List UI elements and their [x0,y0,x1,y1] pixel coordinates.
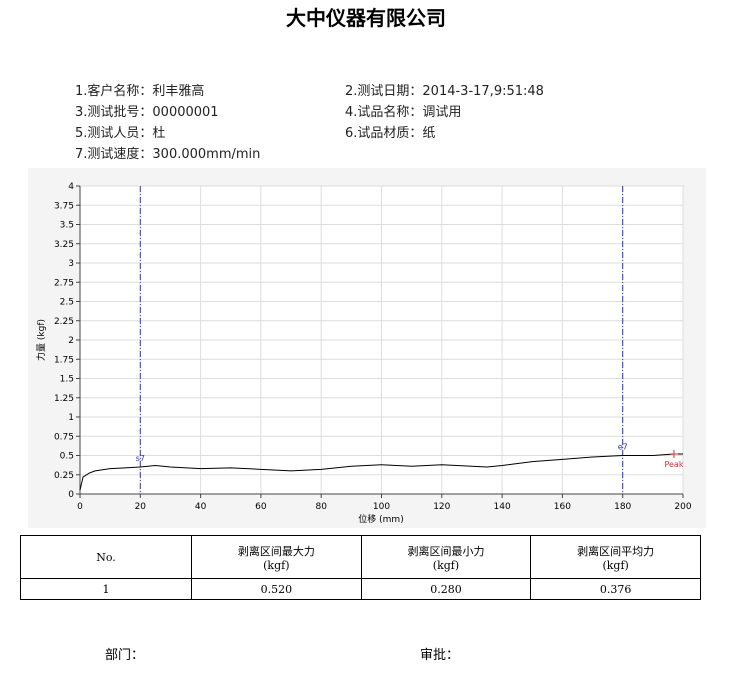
marker-label: s7 [136,454,145,463]
x-tick-label: 200 [674,502,691,512]
cell: 0.376 [530,578,701,600]
x-tick-label: 180 [614,502,631,512]
y-tick-label: 1.75 [54,355,74,365]
header-cell: 剥离区间最大力 (kgf) [191,535,362,579]
marker-label: e7 [618,443,628,452]
x-tick-label: 100 [373,502,390,512]
cell: 0.520 [191,578,362,600]
y-tick-label: 1 [68,413,74,423]
y-tick-label: 1.5 [60,375,74,385]
x-tick-label: 40 [195,502,207,512]
header-text: 剥离区间最小力 [407,544,485,558]
y-tick-label: 3.75 [54,201,74,211]
y-tick-label: 3.5 [60,221,74,231]
chart: 位移 (mm) 力量 (kgf) 0 0.25 0.5 0.75 1 1.25 1.5 1.7… [28,168,706,528]
cell: 1 [20,578,192,600]
y-tick-label: 0.25 [54,471,74,481]
x-tick-label: 160 [554,502,571,512]
cell: 0.280 [360,578,532,600]
x-tick-label: 80 [315,502,327,512]
info: 6.试品材质：纸 [345,126,436,141]
footer-label: 审批： [420,648,460,663]
header-cell: No. [20,535,192,579]
data-line [79,453,683,491]
header-text: 剥离区间平均力 [577,544,655,558]
y-tick-label: 2.75 [54,278,74,288]
x-tick-label: 120 [433,502,450,512]
y-tick-label: 1.25 [54,394,74,404]
footer-label: 部门： [105,648,145,663]
title: 大中仪器有限公司 [286,6,446,30]
header-unit: (kgf) [263,558,290,572]
info: 5.测试人员：杜 [75,126,166,141]
info: 7.测试速度：300.000mm/min [75,147,261,162]
y-axis-label: 力量 (kgf) [35,319,47,361]
info: 3.测试批号：00000001 [75,105,219,120]
y-tick-label: 0.5 [60,452,74,462]
y-tick-label: 0.75 [54,432,74,442]
info: 2.测试日期：2014-3-17,9:51:48 [345,84,544,99]
info: 1.客户名称：利丰雅高 [75,84,205,99]
y-tick-label: 0 [68,490,74,500]
x-axis-label: 位移 (mm) [358,513,403,525]
x-tick-label: 20 [135,502,147,512]
header-unit: (kgf) [432,558,460,572]
x-tick-label: 140 [494,502,511,512]
header-text: 剥离区间最大力 [237,544,315,558]
y-tick-label: 2.25 [54,317,74,327]
y-tick-label: 3 [68,259,74,269]
y-tick-label: 4 [68,182,74,192]
result-table: No. 剥离区间最大力 (kgf) 剥离区间最小力 (kgf) 剥离区间平均力 (kg… [20,535,701,600]
info: 4.试品名称：调试用 [345,105,462,120]
x-tick-label: 60 [255,502,267,512]
y-tick-label: 2 [68,336,74,346]
y-tick-label: 2.5 [60,298,74,308]
y-tick-label: 3.25 [54,240,74,250]
header-cell: 剥离区间最小力 (kgf) [360,535,532,579]
header-unit: (kgf) [602,558,629,572]
header-cell: 剥离区间平均力 (kgf) [530,535,701,579]
peak-mark [669,449,678,458]
peak-label: Peak [664,460,683,469]
header-text: No. [96,550,116,564]
x-tick-label: 0 [77,502,83,512]
